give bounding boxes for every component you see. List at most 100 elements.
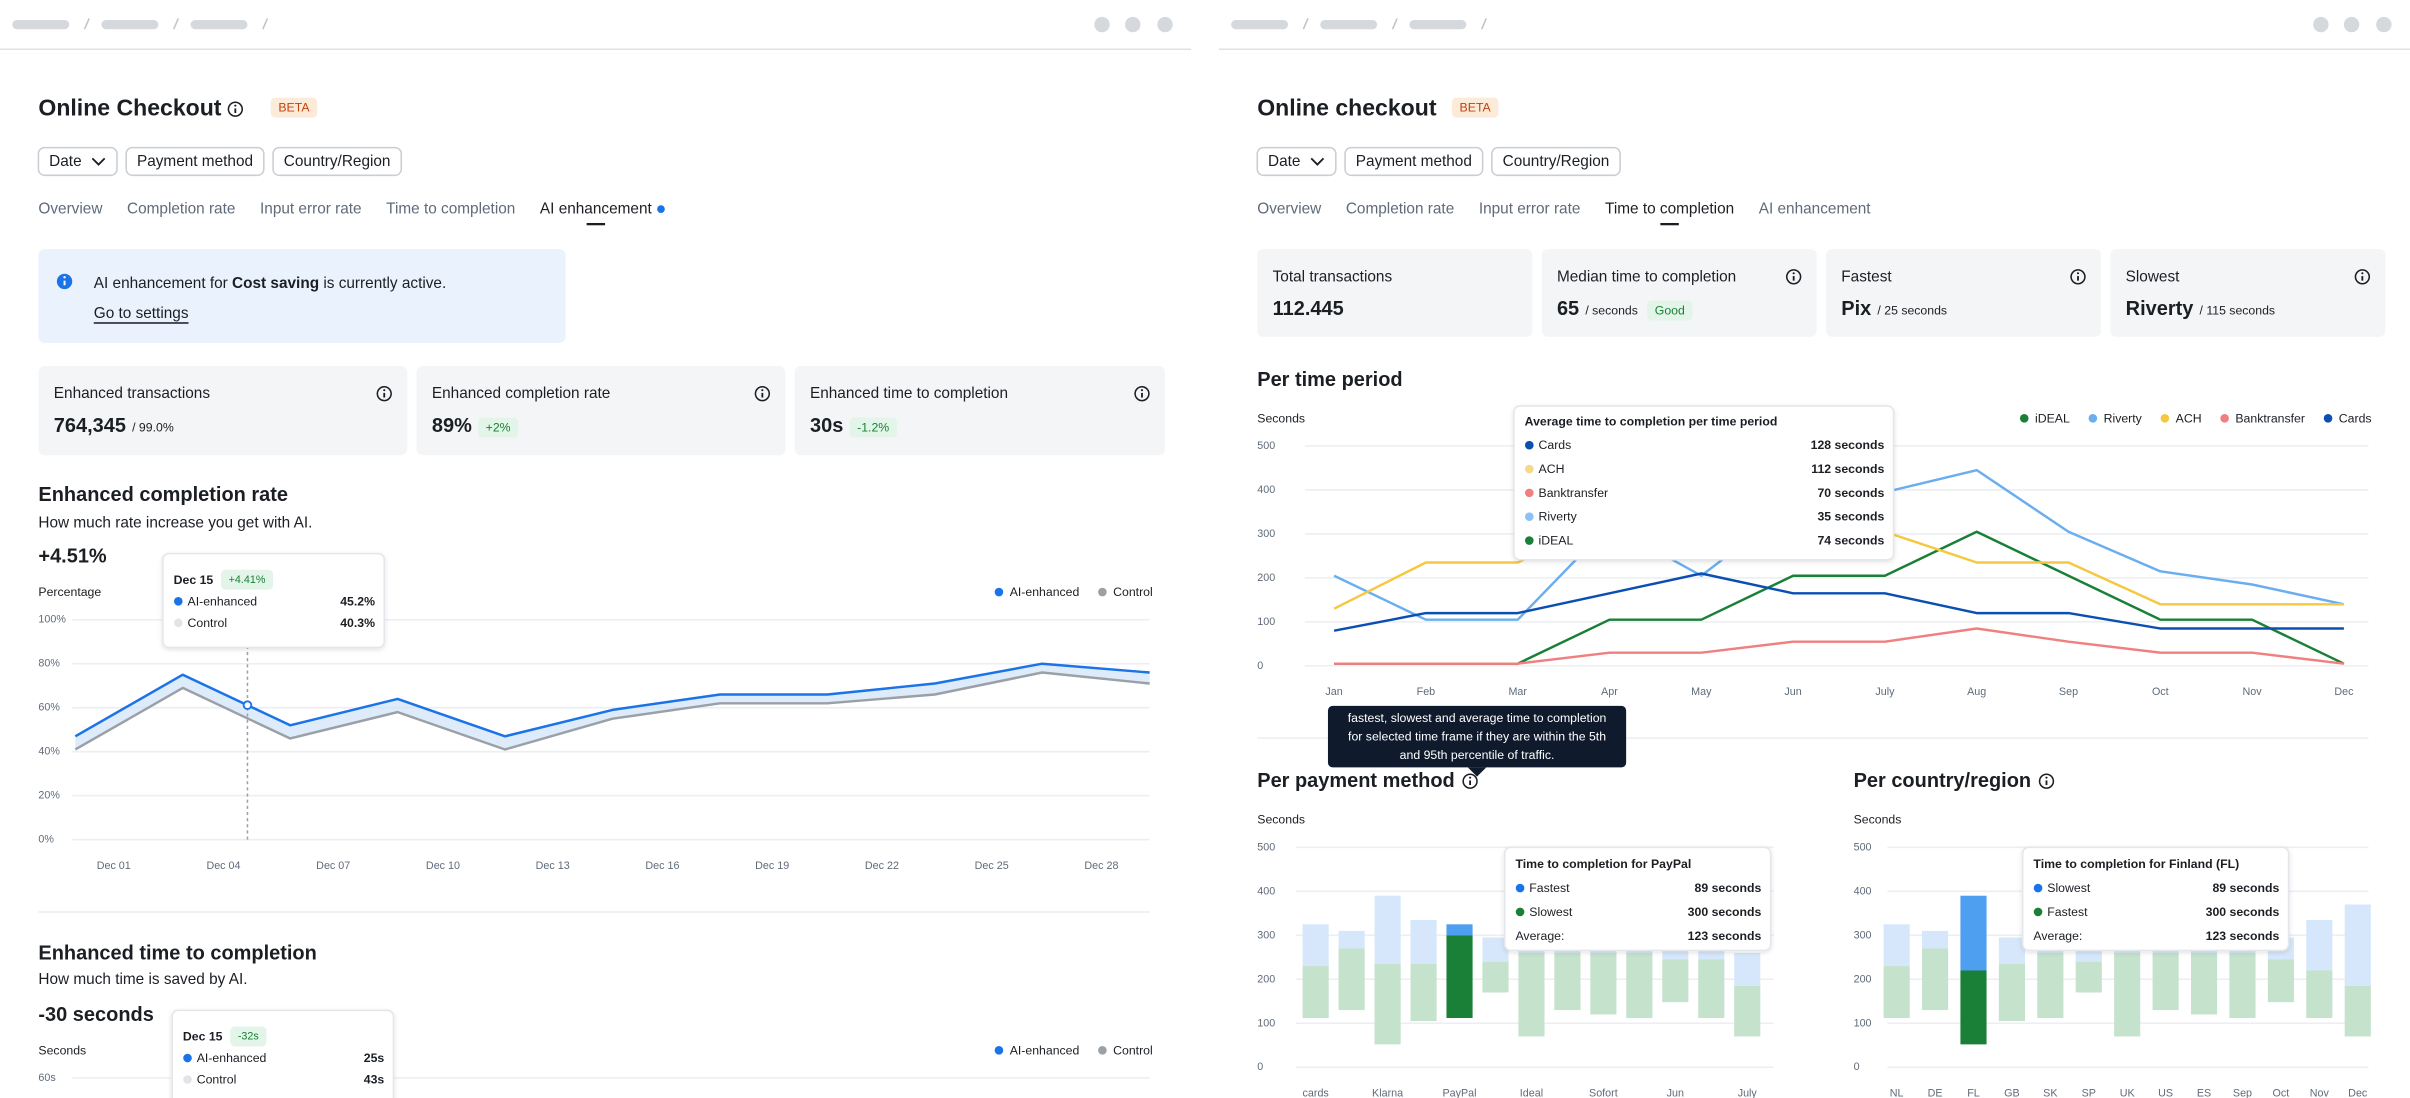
range-bar-upper[interactable] <box>1883 924 1910 967</box>
tab[interactable]: AI enhancement <box>540 201 653 218</box>
range-bar-lower[interactable] <box>1482 961 1509 993</box>
range-bar-lower[interactable] <box>1922 948 1949 1011</box>
filter-button-box[interactable] <box>272 146 403 177</box>
tab[interactable]: Input error rate <box>1479 201 1581 218</box>
range-bar-upper[interactable] <box>1734 952 1761 986</box>
tooltip-row-value: 123 seconds <box>1688 929 1762 943</box>
window-control[interactable] <box>2313 16 2329 33</box>
range-bar-lower[interactable] <box>1410 963 1437 1022</box>
tab[interactable]: Time to completion <box>386 201 515 218</box>
badge <box>230 1026 267 1047</box>
range-bar-lower[interactable] <box>1883 966 1910 1018</box>
range-bar-lower[interactable] <box>1518 952 1545 1037</box>
tab[interactable]: Input error rate <box>260 201 362 218</box>
filter-label[interactable]: Payment method <box>137 153 253 170</box>
range-bar-lower[interactable] <box>1662 959 1689 1003</box>
y-tick-label: 100 <box>1854 1017 1872 1029</box>
filter-button-box[interactable] <box>37 146 118 177</box>
kpi-card <box>416 366 786 456</box>
filter-button[interactable]: Country/Region <box>1491 146 1621 177</box>
filter-button-box[interactable] <box>1491 146 1621 177</box>
filter-label[interactable]: Country/Region <box>1503 153 1610 170</box>
range-bar-upper[interactable] <box>1922 930 1949 949</box>
x-tick-label: DE <box>1928 1087 1943 1098</box>
window-control[interactable] <box>2376 16 2392 33</box>
window-control[interactable] <box>1094 16 1110 33</box>
range-bar-upper[interactable] <box>1960 895 1987 971</box>
range-bar-lower[interactable] <box>1698 959 1725 1018</box>
range-bar-lower[interactable] <box>2114 952 2141 1037</box>
range-bar-upper[interactable] <box>2344 904 2371 986</box>
kpi-label: Enhanced completion rate <box>432 385 610 402</box>
range-bar-upper[interactable] <box>1998 937 2025 964</box>
range-bar-lower[interactable] <box>1960 970 1987 1045</box>
tab[interactable]: Time to completion <box>1605 201 1734 218</box>
axis-title: Seconds <box>1257 411 1305 425</box>
range-bar-upper[interactable] <box>1446 924 1473 936</box>
tab[interactable]: Completion rate <box>1346 201 1454 218</box>
x-tick-label: ES <box>2197 1087 2211 1098</box>
range-bar-lower[interactable] <box>2075 961 2102 993</box>
range-bar-upper[interactable] <box>1374 895 1401 964</box>
hint-text: for selected time frame if they are with… <box>1348 730 1606 744</box>
range-bar-lower[interactable] <box>1554 952 1581 1011</box>
filter-button[interactable]: Date <box>37 146 118 177</box>
range-bar-upper[interactable] <box>2306 919 2333 971</box>
range-bar-lower[interactable] <box>2152 952 2179 1011</box>
info-icon <box>2038 773 2055 789</box>
filter-button-box[interactable] <box>125 146 265 177</box>
filter-button[interactable]: Payment method <box>1344 146 1484 177</box>
range-bar-lower[interactable] <box>1590 952 1617 1015</box>
window-control[interactable] <box>2343 16 2360 33</box>
tab[interactable]: Overview <box>38 201 103 218</box>
filter-button-box[interactable] <box>1344 146 1484 177</box>
range-bar-lower[interactable] <box>1302 966 1329 1018</box>
range-bar-lower[interactable] <box>1998 963 2025 1022</box>
section-title: Per payment method <box>1257 770 1454 792</box>
range-bar-lower[interactable] <box>1626 952 1653 1018</box>
filter-button[interactable]: Country/Region <box>272 146 403 177</box>
x-tick-label: Oct <box>2273 1087 2290 1098</box>
range-bar-lower[interactable] <box>2344 985 2371 1037</box>
tab[interactable]: AI enhancement <box>1759 201 1872 218</box>
info-icon-ring <box>1785 269 1802 285</box>
tooltip-row-value: 45.2% <box>340 594 375 608</box>
filter-button[interactable]: Date <box>1256 146 1337 177</box>
y-tick-label: 0% <box>38 834 54 846</box>
range-bar-lower[interactable] <box>2267 959 2294 1003</box>
range-bar-lower[interactable] <box>1734 985 1761 1037</box>
window-control[interactable] <box>1157 16 1173 33</box>
tooltip: Average time to completion per time peri… <box>1513 405 1895 561</box>
range-bar-lower[interactable] <box>1338 948 1365 1011</box>
legend-label: Cards <box>2339 411 2372 425</box>
x-tick-label: Sofort <box>1589 1087 1618 1098</box>
range-bar-lower[interactable] <box>2037 952 2064 1018</box>
range-bar-upper[interactable] <box>1410 919 1437 964</box>
tab[interactable]: Overview <box>1257 201 1322 218</box>
filter-button[interactable]: Payment method <box>125 146 265 177</box>
x-tick-label: Aug <box>1967 686 1986 698</box>
tooltip-row-label: AI-enhanced <box>197 1051 267 1065</box>
tooltip-row-value: 89 seconds <box>1695 881 1762 895</box>
y-tick-label: 500 <box>1257 841 1275 853</box>
settings-link[interactable]: Go to settings <box>94 305 189 322</box>
tab[interactable]: Completion rate <box>127 201 235 218</box>
tooltip-row-label: Riverty <box>1539 510 1578 524</box>
kpi-value: Riverty <box>2126 298 2194 320</box>
range-bar-lower[interactable] <box>2229 952 2256 1018</box>
window-control[interactable] <box>1125 16 1141 33</box>
range-bar-lower[interactable] <box>1374 963 1401 1045</box>
range-bar-upper[interactable] <box>1338 930 1365 949</box>
filter-label[interactable]: Date <box>1268 153 1300 170</box>
notice-text: AI enhancement for Cost saving is curren… <box>94 274 446 291</box>
range-bar-lower[interactable] <box>1446 935 1473 1018</box>
range-bar-lower[interactable] <box>2306 970 2333 1018</box>
kpi-value: 764,345 <box>54 415 126 437</box>
range-bar-lower[interactable] <box>2190 952 2218 1015</box>
filter-button-box[interactable] <box>1256 146 1337 177</box>
filter-label[interactable]: Date <box>49 153 81 170</box>
range-bar-upper[interactable] <box>1302 924 1329 967</box>
info-icon-dot <box>1140 389 1144 392</box>
filter-label[interactable]: Country/Region <box>284 153 391 170</box>
filter-label[interactable]: Payment method <box>1356 153 1472 170</box>
